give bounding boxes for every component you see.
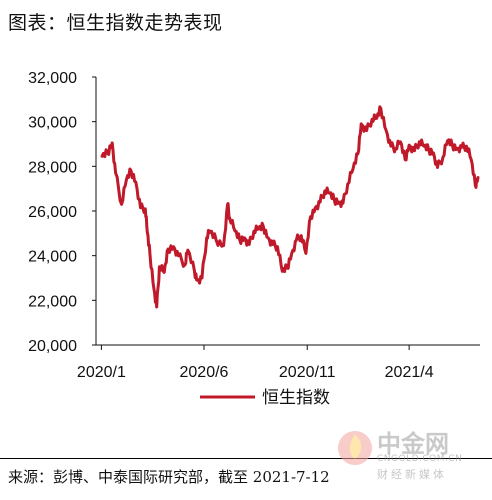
cngold-logo-icon: [338, 431, 372, 465]
legend-label-hang-seng: 恒生指数: [262, 388, 330, 408]
source-note: 来源：彭博、中泰国际研究部，截至 2021-7-12: [8, 468, 330, 486]
y-axis-ticks: 20,000 22,000 24,000 26,000 28,000 30,000 32,0…: [28, 70, 96, 355]
y-tick-label: 32,000: [28, 70, 77, 87]
watermark-subtitle: 财经新媒体: [377, 468, 447, 481]
cngold-watermark: 中金网 CNGOLD.COM.CN 财经新媒体: [333, 420, 483, 490]
line-chart: 20,000 22,000 24,000 26,000 28,000 30,000 32,0…: [28, 70, 480, 408]
y-tick-label: 26,000: [28, 204, 77, 221]
y-tick-label: 28,000: [28, 159, 77, 176]
x-tick-label: 2021/4: [385, 364, 434, 381]
watermark-brand: 中金网: [377, 430, 449, 458]
x-tick-label: 2020/6: [180, 364, 229, 381]
y-tick-label: 22,000: [28, 293, 77, 310]
legend: 恒生指数: [200, 388, 330, 408]
footer-divider: [0, 458, 492, 459]
x-tick-label: 2020/11: [279, 364, 336, 381]
x-axis-ticks: 2020/1 2020/6 2020/11 2021/4: [77, 345, 434, 381]
hang-seng-series-line: [100, 105, 480, 309]
y-tick-label: 24,000: [28, 249, 77, 266]
chart-title: 图表：恒生指数走势表现: [8, 12, 223, 34]
x-tick-label: 2020/1: [77, 364, 126, 381]
y-tick-label: 30,000: [28, 115, 77, 132]
watermark-url: CNGOLD.COM.CN: [377, 454, 463, 464]
y-tick-label: 20,000: [28, 338, 77, 355]
